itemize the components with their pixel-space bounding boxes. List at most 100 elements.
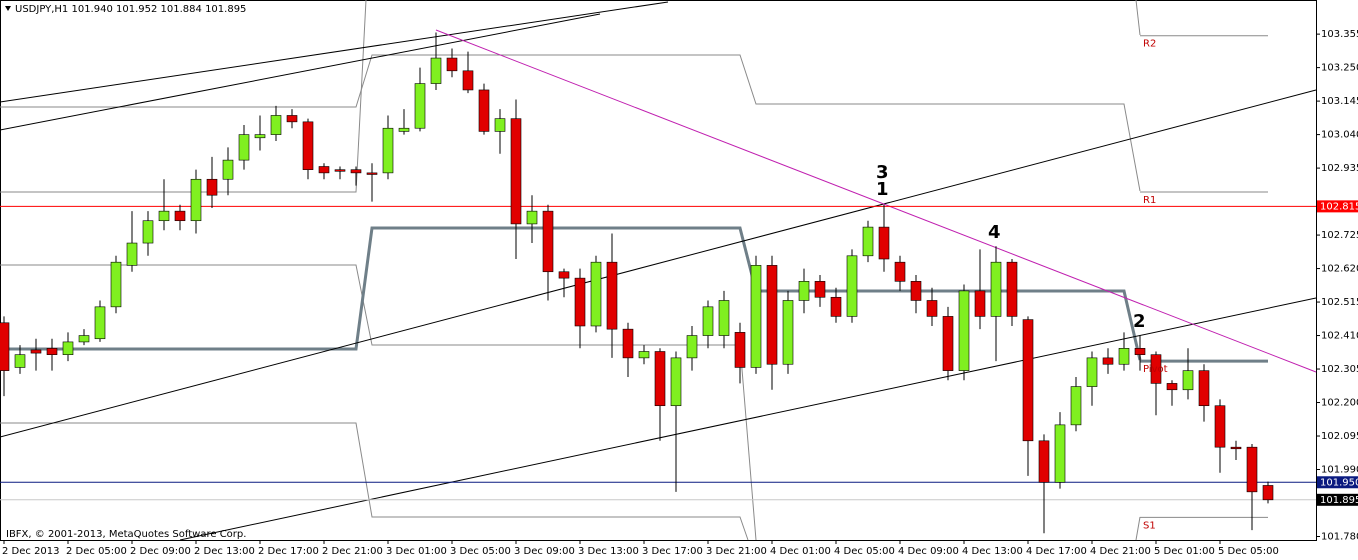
candle-body — [206, 178, 218, 196]
candle-body — [366, 172, 378, 175]
candle-body — [334, 169, 346, 172]
y-tick-label: 102.725 — [1321, 230, 1358, 241]
candle-body — [750, 265, 762, 368]
candle-body — [1086, 357, 1098, 387]
pivot-history — [0, 0, 1142, 541]
price-label-box — [1317, 476, 1358, 489]
candle-body — [126, 242, 138, 266]
x-tick-label: 2 Dec 17:00 — [258, 546, 319, 557]
y-tick-label: 101.780 — [1321, 531, 1358, 542]
x-tick-label: 3 Dec 21:00 — [706, 546, 767, 557]
candle-body — [686, 335, 698, 359]
candle-body — [670, 357, 682, 407]
candle-body — [654, 351, 666, 407]
candle-body — [1118, 348, 1130, 365]
candle-body — [734, 332, 746, 368]
candle-body — [1006, 261, 1018, 317]
y-tick-label: 102.410 — [1321, 331, 1358, 342]
pivot-label: R1 — [1143, 195, 1156, 206]
annotation: 2 — [1133, 311, 1146, 332]
candle-body — [0, 322, 10, 371]
candle-body — [1150, 354, 1162, 384]
price-label-box — [1317, 493, 1358, 506]
candle-body — [142, 220, 154, 244]
candle-body — [526, 210, 538, 225]
y-tick-label: 102.515 — [1321, 297, 1358, 308]
annotation: 3 — [876, 162, 889, 183]
candle-body — [1198, 370, 1210, 407]
candle-body — [158, 210, 170, 222]
candle-body — [878, 226, 890, 260]
candle-body — [14, 354, 26, 368]
y-tick-label: 102.935 — [1321, 163, 1358, 174]
pivot-label: Pivot — [1143, 364, 1168, 375]
pivot-label: R2 — [1143, 39, 1156, 50]
candle-body — [94, 306, 106, 340]
candle-body — [558, 271, 570, 279]
candle-body — [1038, 440, 1050, 483]
candle-body — [1102, 357, 1114, 365]
pivot-step-line — [0, 0, 367, 193]
candle-body — [46, 348, 58, 355]
x-tick-label: 2 Dec 09:00 — [130, 546, 191, 557]
candle-body — [462, 70, 474, 91]
x-tick-label: 2 Dec 13:00 — [194, 546, 255, 557]
candle-body — [1134, 348, 1146, 355]
candle-body — [174, 210, 186, 222]
trend-line — [435, 29, 1317, 373]
candle-body — [862, 226, 874, 257]
candle-body — [926, 300, 938, 317]
price-label: 101.950 — [1320, 477, 1358, 488]
x-tick-label: 5 Dec 05:00 — [1218, 546, 1279, 557]
y-tick-label: 103.250 — [1321, 63, 1358, 74]
x-tick-label: 4 Dec 09:00 — [898, 546, 959, 557]
candle-body — [798, 281, 810, 301]
candle-body — [446, 57, 458, 72]
y-tick-label: 103.145 — [1321, 96, 1358, 107]
trend-line — [0, 13, 601, 131]
y-tick-label: 102.305 — [1321, 364, 1358, 375]
x-tick-label: 2 Dec 2013 — [2, 546, 60, 557]
candle-body — [894, 261, 906, 282]
candle-body — [414, 83, 426, 129]
candle-body — [606, 261, 618, 330]
candle-body — [190, 178, 202, 222]
candle-body — [1022, 319, 1034, 442]
candle-body — [286, 115, 298, 123]
x-tick-label: 4 Dec 01:00 — [770, 546, 831, 557]
x-tick-label: 4 Dec 17:00 — [1026, 546, 1087, 557]
candle-body — [958, 290, 970, 371]
candle-body — [430, 57, 442, 84]
marks — [0, 32, 1316, 534]
candle-body — [1166, 383, 1178, 391]
candle-body — [510, 118, 522, 225]
candle-body — [830, 296, 842, 317]
chart-title: USDJPY,H1 101.940 101.952 101.884 101.89… — [15, 4, 246, 15]
candle-body — [62, 341, 74, 355]
x-tick-label: 3 Dec 13:00 — [578, 546, 639, 557]
candle-body — [814, 281, 826, 298]
price-label: 101.895 — [1320, 495, 1358, 506]
candle-body — [1070, 386, 1082, 426]
candle-body — [222, 159, 234, 180]
candle-body — [638, 351, 650, 359]
candle-body — [990, 261, 1002, 317]
x-tick-label: 3 Dec 09:00 — [514, 546, 575, 557]
y-tick-label: 101.990 — [1321, 465, 1358, 476]
candle-body — [782, 300, 794, 365]
candle-body — [622, 328, 634, 359]
pivot-step-line — [0, 264, 757, 541]
candle-body — [718, 300, 730, 336]
plot-frame — [0, 0, 1317, 541]
copyright: IBFX, © 2001-2013, MetaQuotes Software C… — [6, 529, 246, 540]
candle-body — [382, 127, 394, 174]
y-tick-label: 103.355 — [1321, 29, 1358, 40]
candle-body — [574, 277, 586, 327]
candle-body — [590, 261, 602, 327]
candle-body — [30, 349, 42, 354]
pivot-step-line — [0, 226, 1142, 361]
candle-body — [302, 121, 314, 170]
y-tick-label: 102.620 — [1321, 264, 1358, 275]
